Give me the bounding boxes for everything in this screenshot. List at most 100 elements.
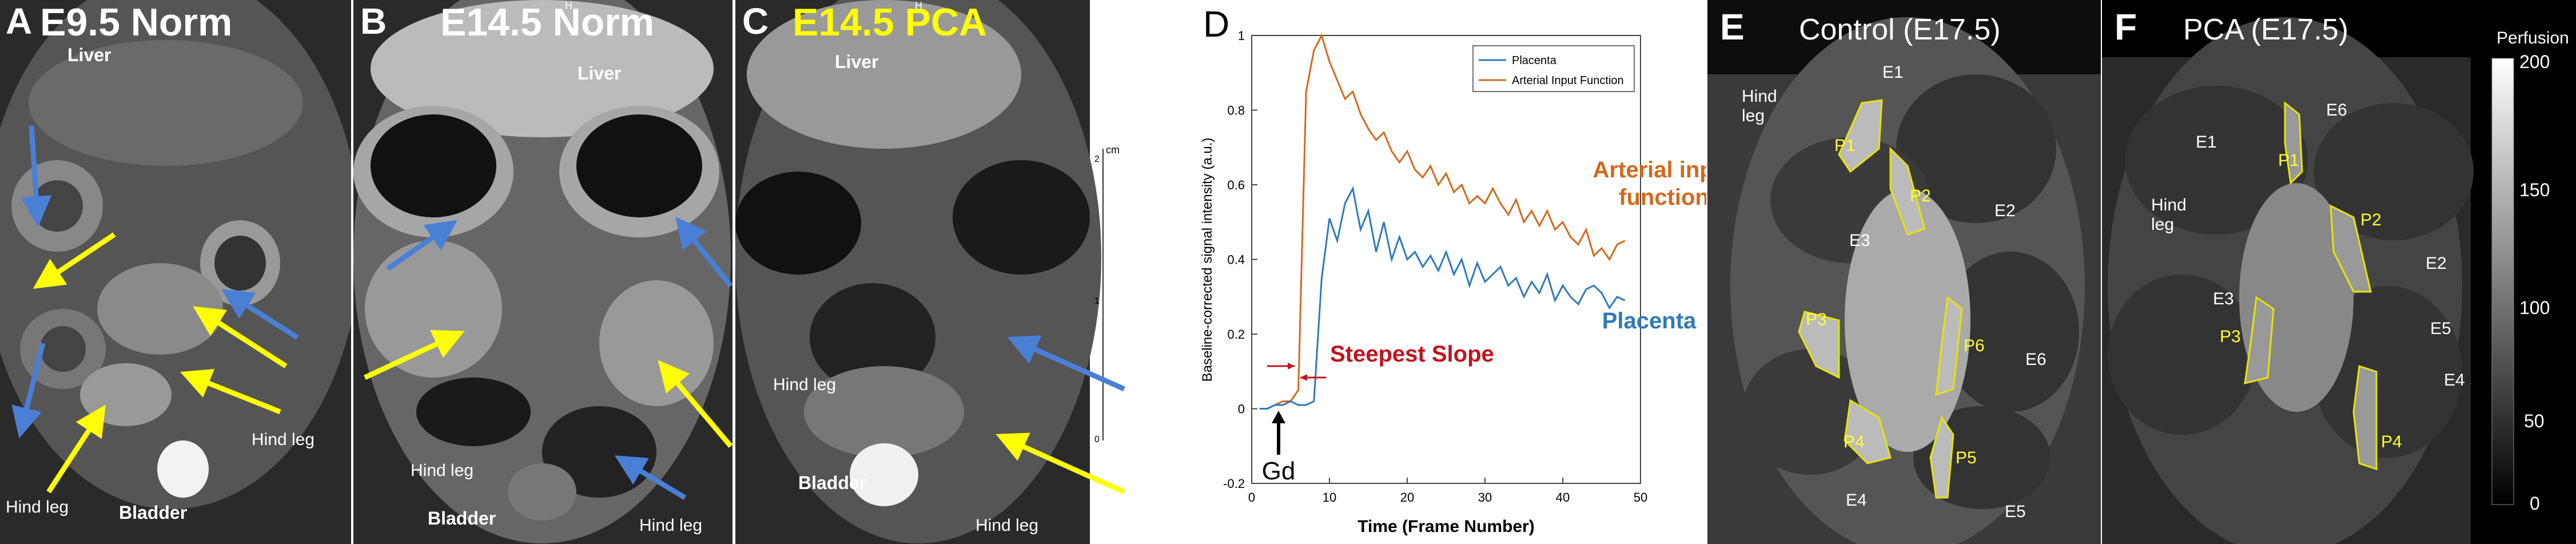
embryo-label-f-e2: E2 bbox=[2426, 254, 2447, 273]
label-hind-leg-c-bottom: Hind leg bbox=[976, 516, 1039, 535]
arrow-yellow-a1 bbox=[33, 232, 116, 289]
y-tick-label: 1 bbox=[1238, 29, 1245, 43]
panel-letter-b: B bbox=[360, 1, 387, 42]
x-tick-label: 0 bbox=[1248, 490, 1255, 505]
embryo-label-e4: E4 bbox=[1846, 491, 1867, 510]
y-tick-label: 0.2 bbox=[1227, 327, 1245, 342]
x-tick-label: 10 bbox=[1323, 490, 1336, 505]
panel-f-title: PCA (E17.5) bbox=[2183, 13, 2349, 46]
embryo-label-f-e6: E6 bbox=[2326, 101, 2347, 120]
panel-e-title: Control (E17.5) bbox=[1799, 13, 2001, 46]
colorbar-tick-200: 200 bbox=[2519, 51, 2550, 72]
legend-entry-aif: Arterial Input Function bbox=[1512, 74, 1624, 87]
panel-a: A E9.5 Norm Liver Hind leg Hind leg Blad… bbox=[0, 0, 351, 544]
placenta-label-f-p4: P4 bbox=[2381, 432, 2402, 451]
label-bladder-b: Bladder bbox=[428, 508, 496, 529]
panel-d: D -0.2 0 0.2 0.4 0.6 0.8 1 0 10 20 30 40 50 Baselin… bbox=[1134, 0, 1706, 544]
plot-area bbox=[1251, 35, 1641, 484]
panel-c-superscript: H bbox=[915, 0, 922, 11]
x-tick-label: 50 bbox=[1634, 490, 1647, 505]
embryo-label-f-e5: E5 bbox=[2430, 319, 2451, 338]
panel-c: C E14.5 PCA H Liver Hind leg Bladder Hin… bbox=[735, 0, 1132, 544]
colorbar-tick-50: 50 bbox=[2524, 411, 2545, 431]
x-tick-label: 40 bbox=[1556, 490, 1570, 505]
scale-bar: cm 2 1 0 bbox=[1090, 144, 1132, 446]
panel-letter-f: F bbox=[2115, 6, 2137, 47]
y-tick-label: 0.6 bbox=[1227, 178, 1245, 192]
legend-entry-placenta: Placenta bbox=[1512, 54, 1557, 67]
series-aif-line bbox=[1259, 33, 1626, 410]
annotation-placenta: Placenta bbox=[1602, 308, 1697, 333]
line-chart: -0.200.20.40.60.81 0 10 20 30 40 50 Baseline-… bbox=[1200, 29, 1706, 536]
annotation-gd: Gd bbox=[1262, 457, 1296, 485]
annotation-steepest-slope: Steepest Slope bbox=[1330, 342, 1494, 367]
colorbar-title: Perfusion bbox=[2497, 29, 2569, 47]
arrow-yellow-b1 bbox=[364, 329, 465, 380]
colorbar-tick-0: 0 bbox=[2530, 493, 2540, 514]
placenta-label-f-p3: P3 bbox=[2220, 327, 2241, 346]
label-hind-leg-b-left: Hind leg bbox=[411, 461, 474, 480]
annotation-aif-2: function bbox=[1619, 185, 1706, 210]
embryo-label-e5: E5 bbox=[2005, 502, 2026, 521]
mri-image-b bbox=[353, 0, 732, 544]
panel-a-title: E9.5 Norm bbox=[40, 1, 233, 44]
panel-letter-d: D bbox=[1203, 3, 1230, 45]
arrow-yellow-a4 bbox=[46, 404, 106, 494]
embryo-label-f-e1: E1 bbox=[2196, 133, 2217, 152]
arrow-yellow-a2 bbox=[193, 306, 288, 368]
embryo-label-f-e3: E3 bbox=[2213, 289, 2234, 308]
placenta-label-p3: P3 bbox=[1806, 310, 1827, 329]
annotation-aif: Arterial input bbox=[1593, 157, 1706, 182]
x-tick-label: 20 bbox=[1400, 490, 1414, 505]
arrow-blue-b3 bbox=[614, 455, 687, 500]
y-tick-label: 0.4 bbox=[1227, 253, 1245, 267]
arrow-blue-a1 bbox=[21, 125, 52, 227]
mri-image-f bbox=[2102, 0, 2576, 544]
placenta-label-p6: P6 bbox=[1964, 336, 1985, 355]
arrow-yellow-c1 bbox=[996, 432, 1125, 495]
colorbar-tick-150: 150 bbox=[2519, 180, 2550, 200]
colorbar-tick-100: 100 bbox=[2519, 297, 2550, 318]
panel-c-title: E14.5 PCA bbox=[793, 1, 988, 44]
label-hind-leg-a-left: Hind leg bbox=[6, 498, 69, 517]
scale-tick-1: 1 bbox=[1094, 296, 1100, 306]
arrow-blue-c1 bbox=[1007, 335, 1125, 392]
label-liver-c: Liver bbox=[835, 51, 879, 72]
panel-letter-e: E bbox=[1720, 6, 1745, 47]
panel-letter-a: A bbox=[6, 1, 33, 42]
scale-unit: cm bbox=[1106, 144, 1120, 156]
arrows-c bbox=[996, 335, 1125, 495]
placenta-label-f-p2: P2 bbox=[2360, 211, 2382, 229]
embryo-label-e2: E2 bbox=[1994, 201, 2016, 220]
hind-leg-label-f: Hind leg bbox=[2151, 196, 2187, 234]
embryo-label-e6: E6 bbox=[2025, 350, 2047, 369]
embryo-label-f-e4: E4 bbox=[2444, 371, 2465, 390]
hind-leg-label-e: Hind leg bbox=[1742, 87, 1777, 125]
label-hind-leg-c: Hind leg bbox=[773, 375, 837, 394]
panel-b: B E14.5 Norm H Liver Hind leg Bladder Hi… bbox=[353, 0, 732, 544]
placenta-label-p5: P5 bbox=[1956, 448, 1977, 467]
mri-image-e bbox=[1707, 0, 2101, 544]
arrow-blue-a2 bbox=[221, 289, 299, 340]
arrow-blue-b2 bbox=[675, 216, 732, 288]
panel-b-title: E14.5 Norm bbox=[440, 1, 655, 44]
x-tick-label: 30 bbox=[1478, 490, 1492, 505]
placenta-label-p4: P4 bbox=[1844, 432, 1865, 451]
arrow-yellow-b2 bbox=[658, 360, 732, 448]
placenta-label-p1: P1 bbox=[1834, 136, 1856, 155]
mri-image-c bbox=[735, 0, 1132, 544]
y-axis-label: Baseline-corrected signal intensity (a.u… bbox=[1200, 138, 1215, 382]
label-hind-leg-a-right: Hind leg bbox=[252, 430, 315, 449]
y-tick-label: 0 bbox=[1238, 402, 1245, 416]
arrows-b bbox=[364, 216, 732, 500]
panel-f: F PCA (E17.5) Hind leg E1 E2 E3 E4 E5 E6… bbox=[2102, 0, 2576, 544]
label-liver-a: Liver bbox=[67, 45, 112, 65]
colorbar-gradient bbox=[2491, 58, 2514, 505]
arrow-blue-b1 bbox=[386, 220, 458, 271]
label-hind-leg-b-right: Hind leg bbox=[639, 516, 703, 535]
embryo-label-e1: E1 bbox=[1882, 63, 1904, 82]
x-axis-label: Time (Frame Number) bbox=[1357, 517, 1535, 536]
label-bladder-c: Bladder bbox=[798, 472, 867, 493]
panel-letter-c: C bbox=[742, 1, 769, 42]
panel-b-superscript: H bbox=[565, 0, 572, 11]
